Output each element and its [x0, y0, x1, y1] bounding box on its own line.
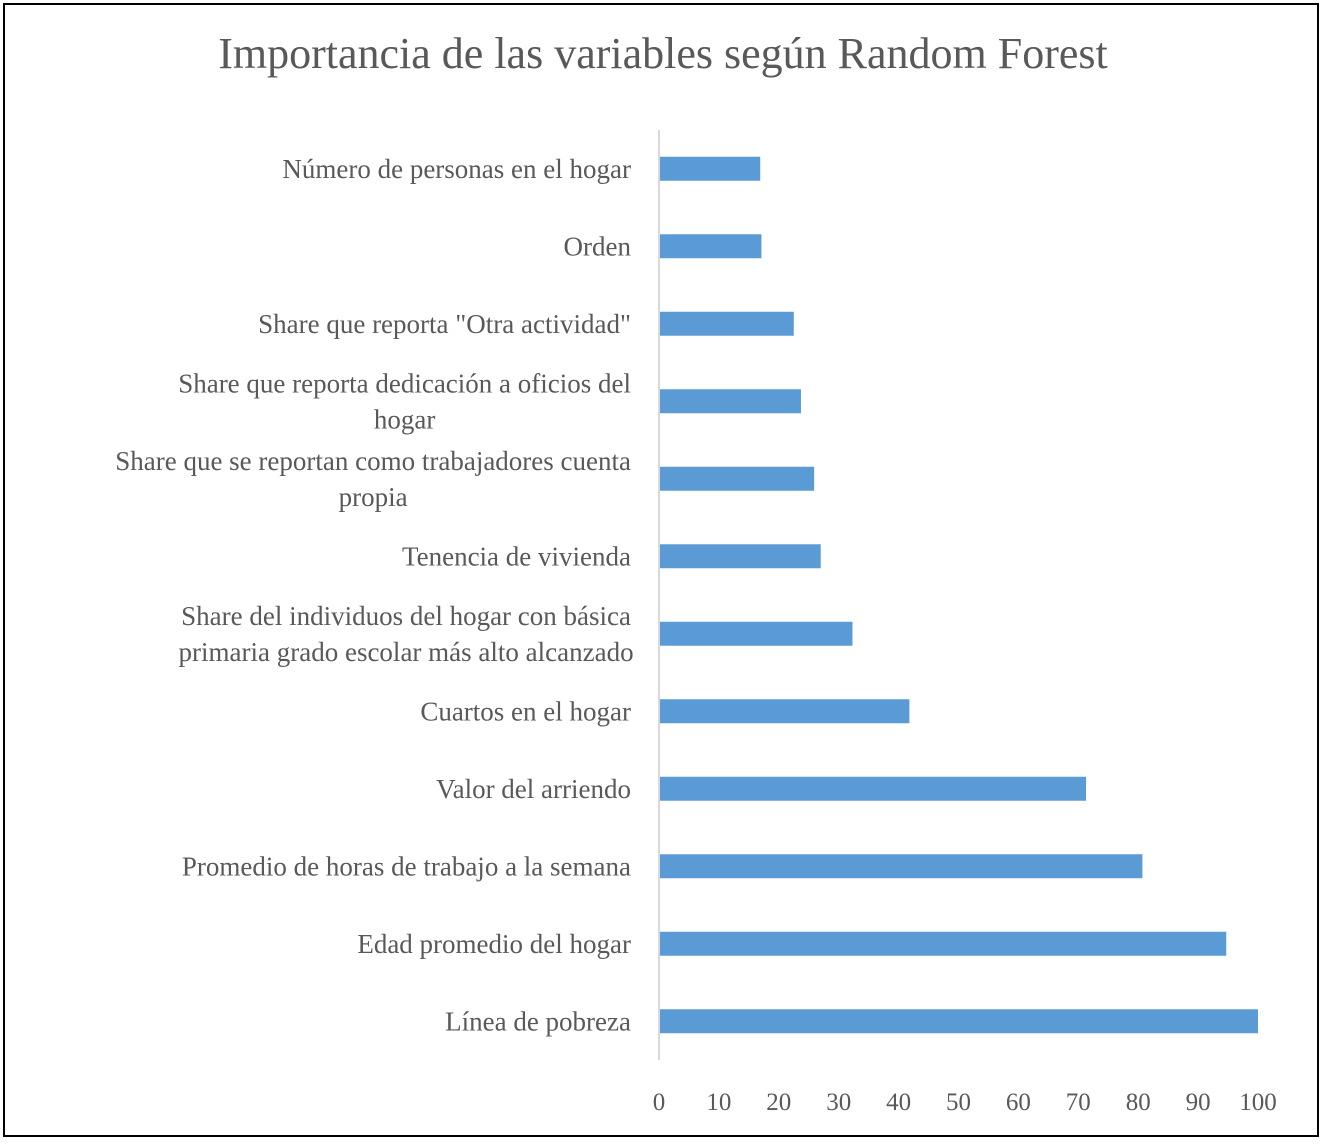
bar	[659, 776, 1087, 801]
category-label: hogar	[374, 404, 435, 434]
x-tick-label: 20	[766, 1089, 791, 1116]
x-tick-label: 40	[886, 1089, 911, 1116]
category-label: propia	[339, 482, 408, 512]
bar	[659, 699, 910, 724]
x-tick-labels: 0 10 20 30 40 50 60 70 80 90 100	[653, 1089, 1277, 1116]
category-label: Share que se reportan como trabajadores …	[115, 446, 631, 476]
bar	[659, 234, 762, 259]
x-tick-label: 60	[1006, 1089, 1031, 1116]
category-label: Promedio de horas de trabajo a la semana	[182, 851, 631, 881]
category-label: Share que reporta dedicación a oficios d…	[178, 368, 631, 398]
bar	[659, 311, 794, 336]
category-label: Cuartos en el hogar	[420, 696, 631, 726]
bars-layer	[659, 156, 1258, 1034]
bar	[659, 389, 801, 414]
x-tick-label: 80	[1126, 1089, 1151, 1116]
x-tick-label: 30	[826, 1089, 851, 1116]
category-label: Edad promedio del hogar	[357, 929, 631, 959]
category-label: primaria grado escolar más alto alcanzad…	[179, 637, 634, 667]
category-label: Valor del arriendo	[436, 774, 631, 804]
x-tick-label: 100	[1239, 1089, 1277, 1116]
x-tick-label: 50	[946, 1089, 971, 1116]
category-label: Share del individuos del hogar con básic…	[181, 601, 631, 631]
bar	[659, 466, 815, 491]
bar	[659, 854, 1143, 879]
x-tick-label: 90	[1186, 1089, 1211, 1116]
bar	[659, 1009, 1258, 1034]
category-label: Share que reporta "Otra actividad"	[258, 309, 631, 339]
category-label: Orden	[564, 231, 632, 261]
category-labels: Línea de pobreza Edad promedio del hogar P…	[115, 154, 633, 1037]
x-tick-label: 10	[706, 1089, 731, 1116]
bar	[659, 544, 821, 569]
category-label: Línea de pobreza	[445, 1006, 631, 1036]
bar	[659, 156, 761, 181]
category-label: Tenencia de vivienda	[402, 541, 631, 571]
x-tick-label: 0	[653, 1089, 666, 1116]
bar	[659, 621, 853, 646]
chart-title: Importancia de las variables según Rando…	[218, 29, 1108, 78]
category-label: Número de personas en el hogar	[282, 154, 631, 184]
bar	[659, 931, 1227, 956]
x-tick-label: 70	[1066, 1089, 1091, 1116]
